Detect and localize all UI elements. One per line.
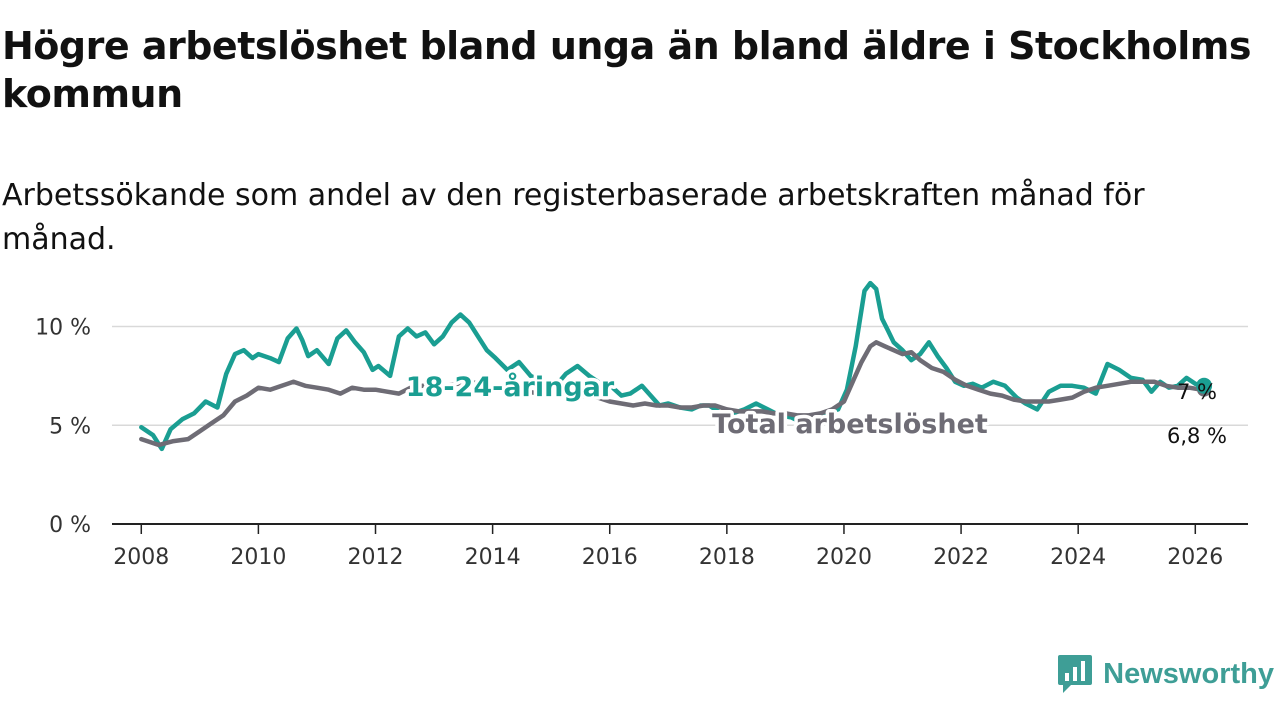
- x-tick-label: 2008: [113, 545, 169, 570]
- x-tick-label: 2026: [1167, 545, 1223, 570]
- y-tick-label: 10 %: [35, 316, 91, 341]
- x-tick-label: 2012: [348, 545, 404, 570]
- x-tick-label: 2010: [230, 545, 286, 570]
- x-tick-label: 2024: [1050, 545, 1106, 570]
- x-tick-label: 2016: [582, 545, 638, 570]
- series-line-18-24: [139, 280, 1207, 452]
- brand-name: Newsworthy: [1103, 657, 1274, 690]
- series-label-18-24: 18-24-åringar: [406, 371, 615, 403]
- page-title: Högre arbetslöshet bland unga än bland ä…: [2, 24, 1251, 116]
- series-line-total: [139, 340, 1207, 448]
- end-point-18-24: [1196, 377, 1213, 394]
- x-tick-label: 2018: [699, 545, 755, 570]
- end-label-total: 6,8 %: [1167, 424, 1227, 448]
- brand-logo: Newsworthy: [1057, 652, 1274, 696]
- x-tick-label: 2022: [933, 545, 989, 570]
- newsworthy-logo-icon: [1058, 655, 1093, 693]
- y-tick-label: 5 %: [49, 414, 91, 439]
- end-label-18-24: 7 %: [1177, 380, 1217, 404]
- page-subtitle: Arbetssökande som andel av den registerb…: [2, 178, 1145, 257]
- x-tick-label: 2020: [816, 545, 872, 570]
- y-tick-label: 0 %: [49, 513, 91, 538]
- x-tick-label: 2014: [465, 545, 521, 570]
- series-label-total: Total arbetslöshet: [712, 409, 988, 440]
